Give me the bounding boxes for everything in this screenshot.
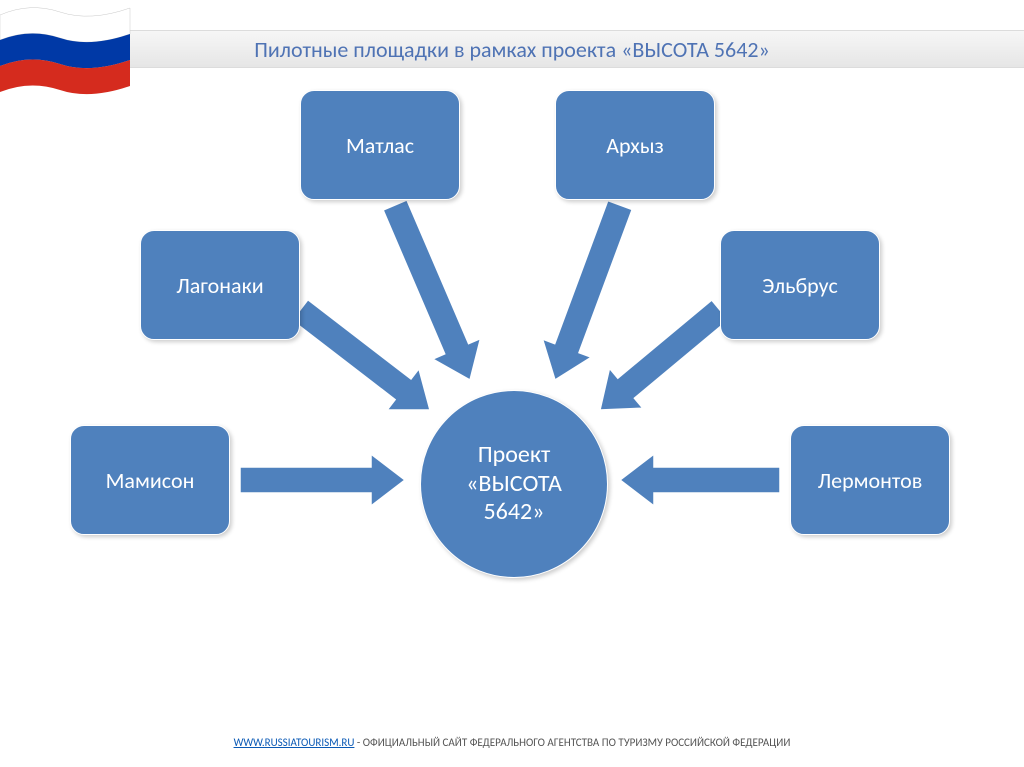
node-lermontov: Лермонтов	[790, 425, 950, 535]
node-matlas: Матлас	[300, 90, 460, 200]
arrow-mamison	[240, 454, 405, 506]
node-elbrus: Эльбрус	[720, 230, 880, 340]
center-node: Проект «ВЫСОТА 5642»	[420, 390, 608, 578]
russian-flag-icon	[0, 0, 140, 100]
footer-text: - ОФИЦИАЛЬНЫЙ САЙТ ФЕДЕРАЛЬНОГО АГЕНТСТВ…	[354, 736, 790, 749]
arrow-lagonaki	[292, 300, 430, 410]
node-mamison: Мамисон	[70, 425, 230, 535]
footer: WWW.RUSSIATOURISM.RU - ОФИЦИАЛЬНЫЙ САЙТ …	[0, 736, 1024, 749]
node-lagonaki: Лагонаки	[140, 230, 300, 340]
page-title: Пилотные площадки в рамках проекта «ВЫСО…	[254, 36, 770, 63]
arrow-arkhyz	[543, 201, 633, 381]
node-arkhyz: Архыз	[555, 90, 715, 200]
diagram-canvas: Проект «ВЫСОТА 5642» Мамисон ЛагонакиМатла…	[0, 70, 1024, 710]
footer-link[interactable]: WWW.RUSSIATOURISM.RU	[234, 736, 355, 749]
arrow-lermontov	[620, 454, 780, 506]
arrow-elbrus	[600, 300, 728, 410]
title-bar: Пилотные площадки в рамках проекта «ВЫСО…	[0, 30, 1024, 68]
arrow-matlas	[383, 200, 480, 380]
